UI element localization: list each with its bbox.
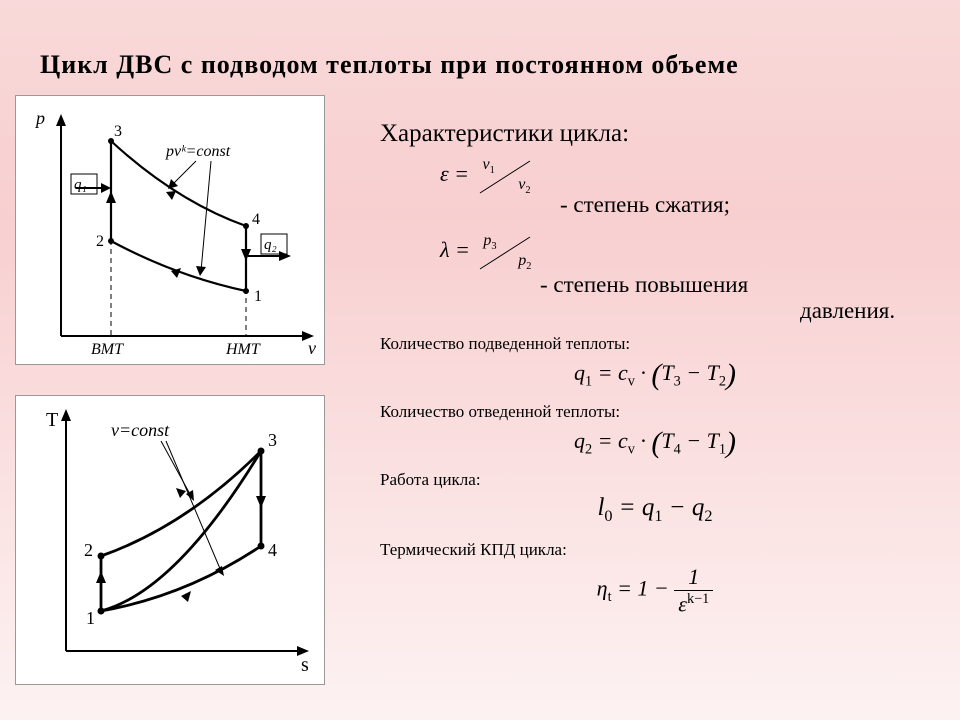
bmt-label: ВМТ xyxy=(91,341,124,358)
q2-label: q₂ xyxy=(264,237,277,253)
svg-text:3: 3 xyxy=(114,123,122,140)
q1-label: q₁ xyxy=(74,177,87,193)
work-equation: l0 = q1 − q2 xyxy=(380,494,930,526)
svg-text:2: 2 xyxy=(84,540,93,560)
svg-text:2: 2 xyxy=(96,233,104,250)
page-title: Цикл ДВС с подводом теплоты при постоянн… xyxy=(40,50,920,80)
eta-equation: ηt = 1 − 1 εk−1 xyxy=(380,564,930,617)
lambda-formula: λ = p3 p2 xyxy=(440,232,930,272)
T-axis-label: T xyxy=(46,409,58,431)
q2-equation: q2 = cv · (T4 − T1) xyxy=(380,426,930,460)
vconst-label: v=const xyxy=(111,420,170,440)
svg-text:4: 4 xyxy=(268,540,277,560)
q-out-heading: Количество отведенной теплоты: xyxy=(380,402,930,422)
svg-text:1: 1 xyxy=(254,288,262,305)
pressure-label: - степень повышения давления. xyxy=(540,272,930,324)
svg-text:4: 4 xyxy=(252,211,260,228)
p-axis-label: p xyxy=(34,108,45,128)
adiabat-label: pvᵏ=const xyxy=(165,143,231,160)
nmt-label: НМТ xyxy=(225,341,261,358)
work-heading: Работа цикла: xyxy=(380,470,930,490)
eff-heading: Термический КПД цикла: xyxy=(380,540,930,560)
svg-text:1: 1 xyxy=(86,608,95,628)
v-axis-label: v xyxy=(308,338,316,358)
characteristics-heading: Характеристики цикла: xyxy=(380,120,930,148)
pv-diagram: p v q₁ q₂ pvᵏ=const 3 2 4 1 ВМТ НМТ xyxy=(15,95,325,365)
svg-text:3: 3 xyxy=(268,430,277,450)
q1-equation: q1 = cv · (T3 − T2) xyxy=(380,358,930,392)
epsilon-formula: ε = v1 v2 xyxy=(440,156,930,196)
right-column: Характеристики цикла: ε = v1 v2 - степен… xyxy=(380,120,930,627)
ts-diagram: T s v=const 1 2 3 4 xyxy=(15,395,325,685)
compression-label: - степень сжатия; xyxy=(560,192,930,218)
q-in-heading: Количество подведенной теплоты: xyxy=(380,334,930,354)
s-axis-label: s xyxy=(301,654,309,676)
